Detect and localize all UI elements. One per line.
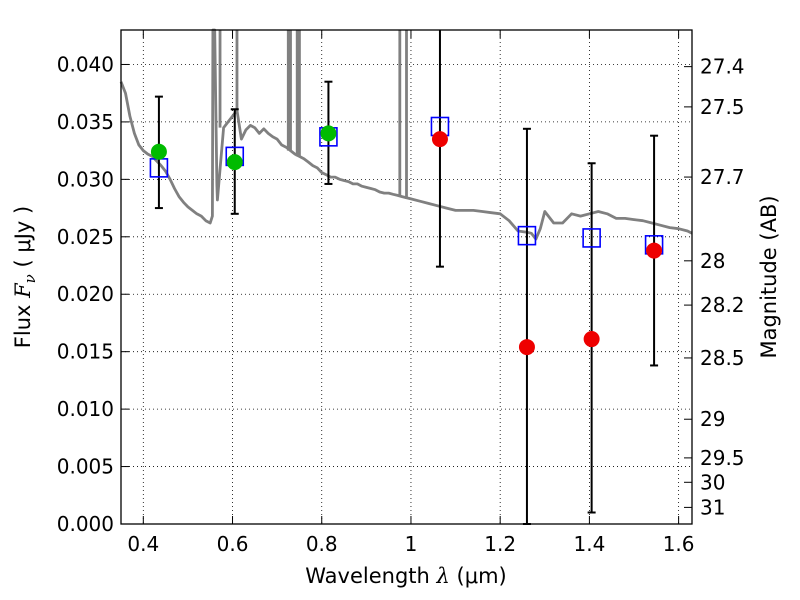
x-tick-label: 1 xyxy=(405,532,418,556)
y2-tick-label: 29.5 xyxy=(700,446,745,470)
x-tick-label: 0.4 xyxy=(127,532,159,556)
x-tick-label: 1.4 xyxy=(573,532,605,556)
y-axis-label: Flux Fν ( μJy ) xyxy=(11,206,39,348)
axes: 0.4 0.6 0.8 1 1.2 1.4 1.6 0.000 0.005 0.010 0.015 0… xyxy=(57,29,745,556)
model-photometry-square xyxy=(582,228,601,248)
y2-tick-label: 29 xyxy=(700,407,725,431)
y-tick-label: 0.020 xyxy=(57,282,114,306)
y2-tick-label: 27.7 xyxy=(700,165,745,189)
y-tick-label: 0.015 xyxy=(57,340,114,364)
y2-tick-label: 28.5 xyxy=(700,346,745,370)
y-tick-label: 0.030 xyxy=(57,167,114,191)
y-tick-label: 0.040 xyxy=(57,52,114,76)
x-tick-label: 0.8 xyxy=(306,532,338,556)
y-tick-label: 0.005 xyxy=(57,455,114,479)
upper-limit-point xyxy=(431,131,448,148)
y-tick-label: 0.025 xyxy=(57,225,114,249)
y-tick-label: 0.000 xyxy=(57,512,114,536)
y2-tick-label: 31 xyxy=(700,495,725,519)
y-tick-label: 0.035 xyxy=(57,110,114,134)
x-tick-label: 1.2 xyxy=(484,532,516,556)
x-tick-label: 0.6 xyxy=(217,532,249,556)
y2-tick-label: 27.5 xyxy=(700,95,745,119)
upper-limit-point xyxy=(646,242,663,259)
y2-tick-label: 27.4 xyxy=(700,55,745,79)
model-sed-layer xyxy=(119,28,693,241)
detection-point xyxy=(226,154,243,171)
detection-point xyxy=(150,143,167,160)
y2-tick-label: 28 xyxy=(700,249,725,273)
upper-limit-point xyxy=(583,331,600,348)
plot-frame xyxy=(120,29,693,525)
detection-point xyxy=(320,125,337,142)
upper-limit-point xyxy=(518,339,535,356)
y-tick-label: 0.010 xyxy=(57,397,114,421)
data-markers xyxy=(149,116,664,356)
x-tick-label: 1.6 xyxy=(663,532,695,556)
model-photometry-square xyxy=(517,225,537,246)
model-sed-line xyxy=(119,28,693,241)
x-axis-label: Wavelength λ (μm) xyxy=(305,564,506,588)
y2-tick-label: 30 xyxy=(700,470,725,494)
y2-axis-label: Magnitude (AB) xyxy=(757,195,781,358)
y2-tick-label: 28.2 xyxy=(700,293,745,317)
